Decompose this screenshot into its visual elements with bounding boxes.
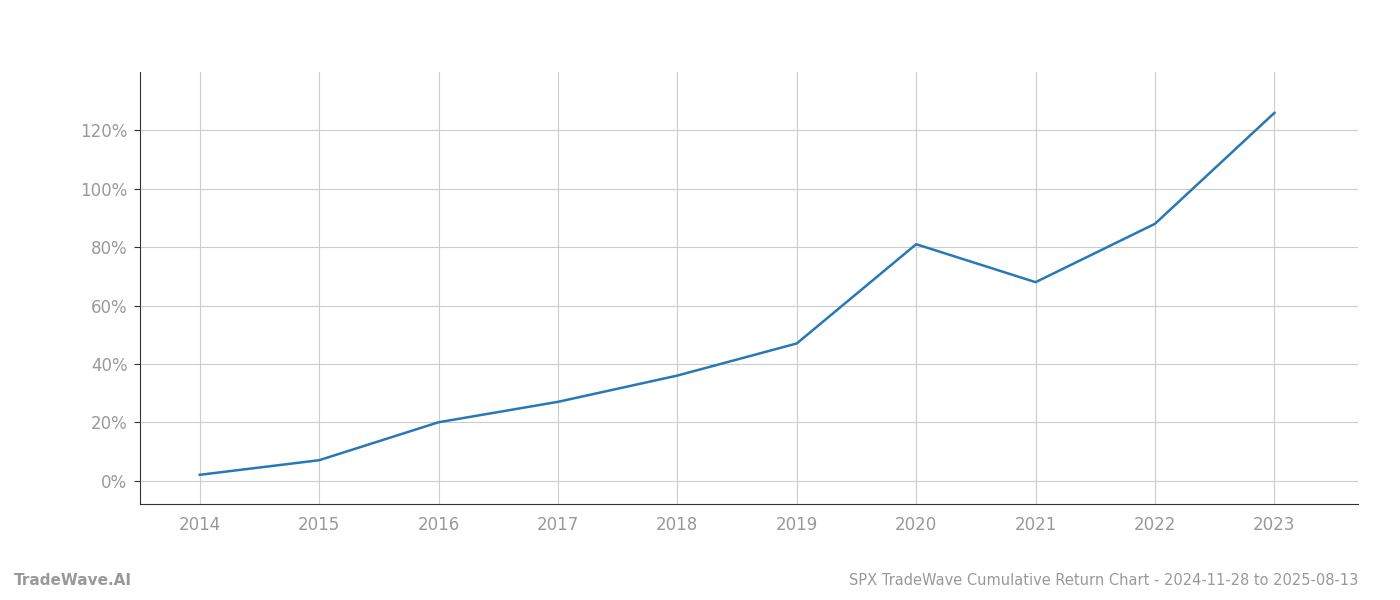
Text: TradeWave.AI: TradeWave.AI xyxy=(14,573,132,588)
Text: SPX TradeWave Cumulative Return Chart - 2024-11-28 to 2025-08-13: SPX TradeWave Cumulative Return Chart - … xyxy=(848,573,1358,588)
